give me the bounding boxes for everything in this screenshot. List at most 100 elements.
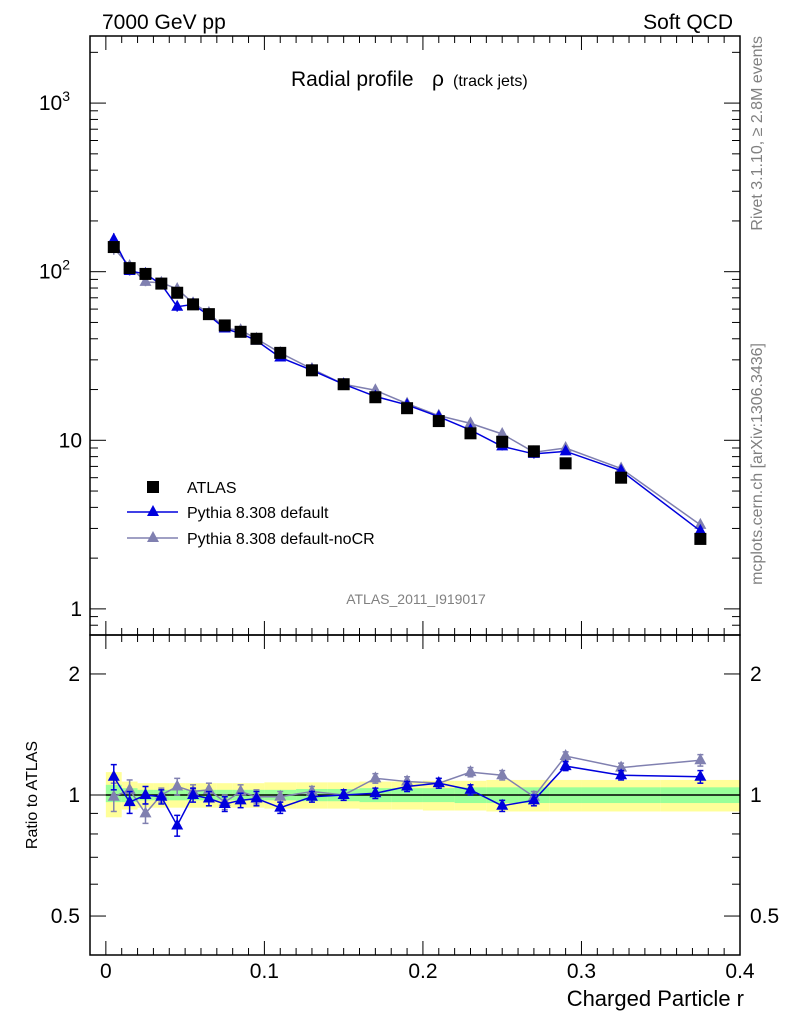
main-mc-point xyxy=(139,274,152,286)
analysis-tag: ATLAS_2011_I919017 xyxy=(346,591,486,607)
main-data-point xyxy=(234,325,247,338)
main-mc-point xyxy=(559,444,572,456)
x-axis-label: Charged Particle r xyxy=(567,986,744,1011)
ratio-mc-point xyxy=(464,782,477,794)
main-series-0 xyxy=(107,241,707,545)
main-y-tick-label-base: 10 xyxy=(39,261,62,284)
main-data-point xyxy=(171,286,184,299)
main-data-point xyxy=(305,364,318,377)
title-sub: (track jets) xyxy=(453,73,528,90)
title-symbol: ρ xyxy=(432,68,444,91)
ratio-mc-point xyxy=(615,760,628,772)
legend-item-nocr: Pythia 8.308 default-noCR xyxy=(127,531,375,548)
ratio-x-tick-label: 0.4 xyxy=(725,960,755,983)
main-data-point xyxy=(432,415,445,428)
ratio-mc-point xyxy=(369,786,382,798)
ratio-y-tick-label-left: 2 xyxy=(68,663,80,686)
main-data-point xyxy=(615,471,628,484)
main-y-tick-label-exp: 3 xyxy=(62,88,70,104)
ratio-ticks: 0 0.1 0.2 0.3 0.4 0.5 0.5 1 1 2 2 xyxy=(51,635,779,983)
main-data-point xyxy=(123,262,136,275)
ratio-mc-point xyxy=(234,793,247,805)
legend-square-marker xyxy=(147,481,159,493)
main-y-tick-label-base: 1 xyxy=(70,598,82,621)
ratio-x-tick-label: 0.2 xyxy=(408,960,437,983)
ratio-mc-point xyxy=(305,789,318,801)
main-y-tick-label: 103 xyxy=(39,88,70,115)
ratio-x-tick-label: 0 xyxy=(100,960,112,983)
main-data-point xyxy=(107,241,120,254)
legend-item-atlas: ATLAS xyxy=(147,480,237,497)
ratio-mc-point xyxy=(694,753,707,765)
ratio-mc-point xyxy=(187,788,200,799)
ratio-mc-point xyxy=(559,749,572,761)
main-data-point xyxy=(694,532,707,545)
main-y-tick-label: 102 xyxy=(39,257,70,284)
ratio-mc-point xyxy=(171,779,184,791)
main-y-tick-label-base: 10 xyxy=(39,92,62,115)
ratio-x-tick-label: 0.1 xyxy=(250,960,279,983)
main-mc-point xyxy=(694,523,707,535)
ratio-mc-point xyxy=(202,791,215,803)
ratio-series-line xyxy=(113,765,701,828)
ratio-mc-point xyxy=(171,818,184,830)
ratio-frame xyxy=(89,634,741,956)
ratio-mc-point xyxy=(107,789,120,801)
header-right: Soft QCD xyxy=(643,11,733,34)
main-data-point xyxy=(559,457,572,470)
legend-triangle-default xyxy=(147,505,159,516)
ratio-mc-point xyxy=(274,800,287,812)
ratio-mc-point xyxy=(496,798,509,810)
main-mc-point xyxy=(464,416,477,428)
legend-item-default: Pythia 8.308 default xyxy=(127,505,329,522)
ratio-mc-point xyxy=(527,793,540,805)
rivet-label: Rivet 3.1.10, ≥ 2.8M events xyxy=(749,36,766,231)
main-series xyxy=(107,232,707,545)
ratio-series-line xyxy=(113,755,701,815)
main-data-point xyxy=(202,308,215,321)
main-data-point xyxy=(250,332,263,345)
ratio-mc-point xyxy=(337,788,350,799)
legend-label-atlas: ATLAS xyxy=(187,480,237,497)
ratio-y-tick-label-right: 2 xyxy=(750,663,762,686)
ratio-mc-point xyxy=(107,769,120,781)
main-mc-point xyxy=(496,426,509,438)
title-main: Radial profile xyxy=(291,68,414,91)
main-y-tick-label: 10 xyxy=(59,429,82,452)
ratio-mc-point xyxy=(218,796,231,808)
ratio-series-0 xyxy=(107,759,707,837)
ratio-y-tick-label-right: 1 xyxy=(750,784,762,807)
main-data-point xyxy=(187,298,200,311)
header-left: 7000 GeV pp xyxy=(102,11,226,34)
ratio-mc-point xyxy=(496,768,509,780)
main-data-point xyxy=(464,427,477,440)
main-y-tick-label-exp: 2 xyxy=(62,257,70,273)
ratio-panel: 0 0.1 0.2 0.3 0.4 0.5 0.5 1 1 2 2 xyxy=(51,634,779,983)
main-data-point xyxy=(401,402,414,415)
main-data-point xyxy=(139,267,152,280)
plot-title: Radial profile ρ (track jets) xyxy=(291,68,528,91)
main-series-line xyxy=(113,247,701,526)
main-data-point xyxy=(527,445,540,458)
main-mc-point xyxy=(694,517,707,529)
ratio-y-tick-label-left: 1 xyxy=(68,784,80,807)
ratio-mc-point xyxy=(615,768,628,780)
main-data-point xyxy=(337,378,350,391)
main-y-tick-label-base: 10 xyxy=(59,429,82,452)
main-data-point xyxy=(155,277,168,290)
ratio-ylabel: Ratio to ATLAS xyxy=(24,741,41,849)
main-data-point xyxy=(274,346,287,359)
ratio-mc-point xyxy=(274,789,287,801)
ratio-y-tick-label-right: 0.5 xyxy=(750,905,779,928)
main-y-tick-label: 1 xyxy=(70,598,82,621)
main-series-line xyxy=(113,239,701,532)
main-data-point xyxy=(369,391,382,404)
ratio-series xyxy=(107,749,707,837)
ratio-mc-point xyxy=(139,788,152,799)
ratio-mc-point xyxy=(559,759,572,771)
ratio-mc-point xyxy=(250,791,263,803)
legend: ATLAS Pythia 8.308 default Pythia 8.308 … xyxy=(127,480,375,548)
